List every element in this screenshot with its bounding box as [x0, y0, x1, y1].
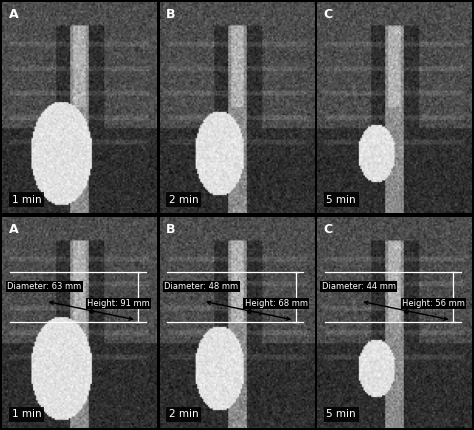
Text: Diameter: 44 mm: Diameter: 44 mm [322, 282, 396, 291]
Text: 2 min: 2 min [169, 409, 199, 419]
Text: C: C [323, 9, 332, 22]
Text: Height: 56 mm: Height: 56 mm [402, 299, 465, 308]
Text: Diameter: 48 mm: Diameter: 48 mm [164, 282, 238, 291]
Text: 5 min: 5 min [327, 409, 356, 419]
Text: B: B [166, 9, 175, 22]
Text: Height: 68 mm: Height: 68 mm [245, 299, 308, 308]
Text: A: A [9, 223, 18, 236]
Text: B: B [166, 223, 175, 236]
Text: A: A [9, 9, 18, 22]
Text: 2 min: 2 min [169, 195, 199, 205]
Text: Diameter: 63 mm: Diameter: 63 mm [7, 282, 81, 291]
Text: 1 min: 1 min [12, 409, 41, 419]
Text: 1 min: 1 min [12, 195, 41, 205]
Text: 5 min: 5 min [327, 195, 356, 205]
Text: Height: 91 mm: Height: 91 mm [87, 299, 150, 308]
Text: C: C [323, 223, 332, 236]
